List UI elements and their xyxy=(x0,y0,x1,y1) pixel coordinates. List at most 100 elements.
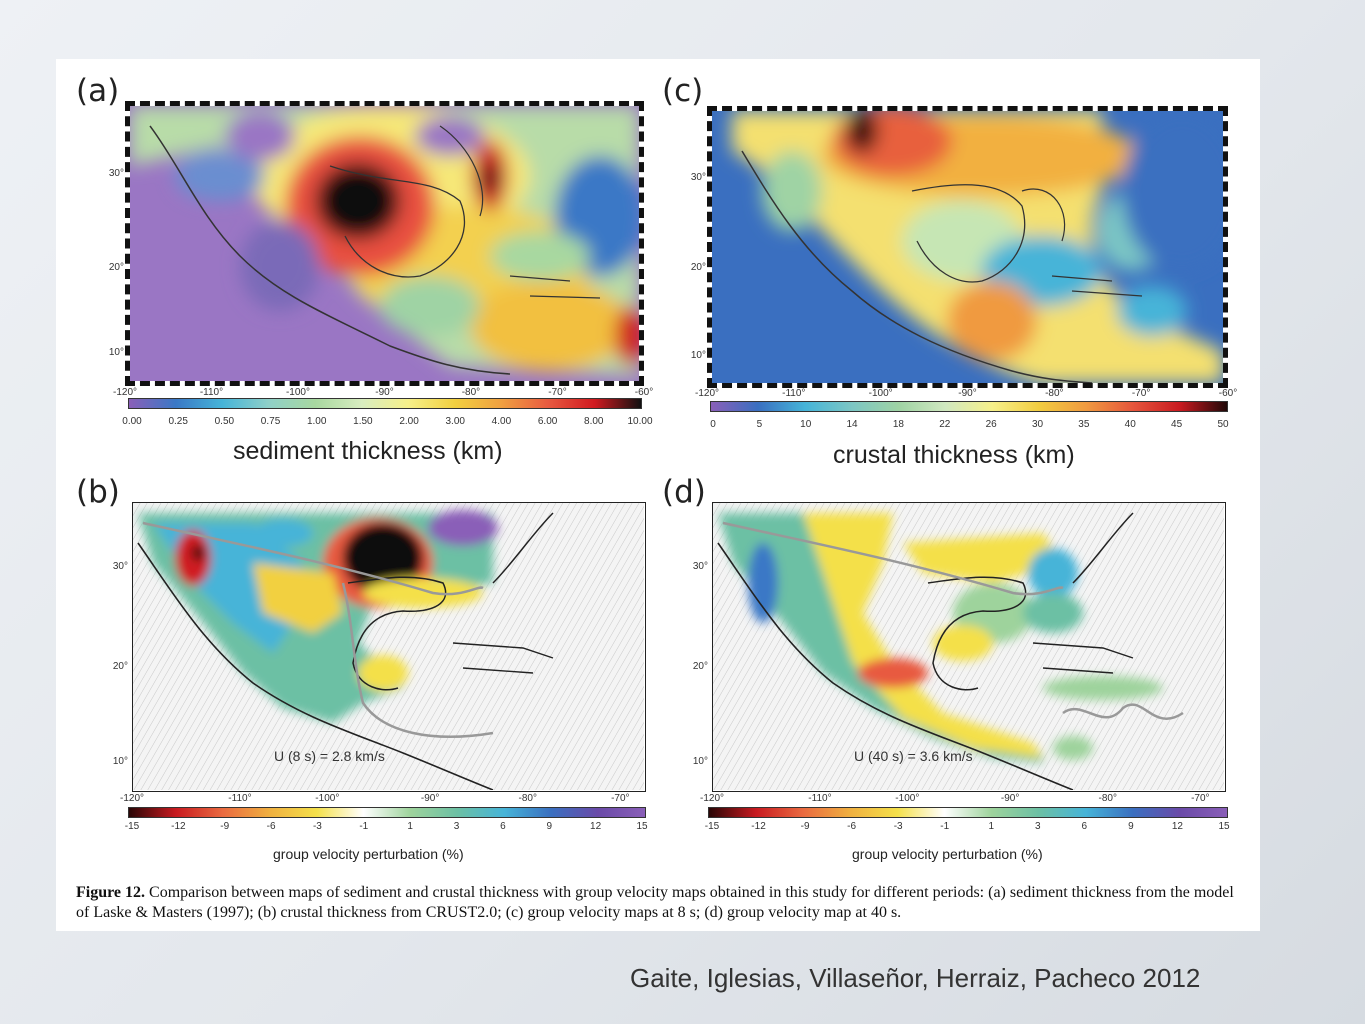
velocity-colorbar-40s-title: group velocity perturbation (%) xyxy=(852,846,1043,862)
lon-tick: -110° xyxy=(228,793,252,804)
cbar-tick: -9 xyxy=(220,821,230,832)
speed-label-40s: U (40 s) = 3.6 km/s xyxy=(854,748,973,764)
velocity-map-8s-graphic xyxy=(133,503,644,790)
sediment-map-graphic xyxy=(130,106,639,381)
cbar-tick: -15 xyxy=(124,821,140,832)
cbar-tick: 35 xyxy=(1078,419,1090,430)
lat-tick: 20° xyxy=(108,262,124,273)
cbar-tick: 45 xyxy=(1171,419,1183,430)
cbar-tick: -6 xyxy=(847,821,857,832)
cbar-tick: 12 xyxy=(1171,821,1183,832)
lat-tick: 10° xyxy=(108,347,124,358)
lon-tick: -80° xyxy=(518,793,537,804)
cbar-tick: 1.50 xyxy=(353,416,373,427)
cbar-tick: 5 xyxy=(756,419,763,430)
cbar-tick: 50 xyxy=(1217,419,1229,430)
lon-tick: -70° xyxy=(548,387,567,398)
lon-tick: -100° xyxy=(868,388,893,399)
lat-tick: 10° xyxy=(112,756,128,767)
cbar-tick: 0.00 xyxy=(122,416,142,427)
lon-tick: -110° xyxy=(808,793,832,804)
cbar-tick: 0.25 xyxy=(168,416,188,427)
lat-tick: 20° xyxy=(112,661,128,672)
cbar-tick: 14 xyxy=(846,419,858,430)
lat-tick: 20° xyxy=(692,661,708,672)
lat-tick: 30° xyxy=(108,168,124,179)
cbar-tick: 1 xyxy=(407,821,413,832)
figure-caption-label: Figure 12. xyxy=(76,884,146,901)
velocity-map-40s-graphic xyxy=(713,503,1224,790)
cbar-tick: 15 xyxy=(1218,821,1230,832)
cbar-tick: 30 xyxy=(1031,419,1044,430)
cbar-tick: 3.00 xyxy=(445,416,465,427)
velocity-colorbar-40s xyxy=(708,807,1228,818)
velocity-colorbar-40s-ticks: -15 -12 -9 -6 -3 -1 1 3 6 9 12 15 xyxy=(705,821,1230,835)
lon-tick: -80° xyxy=(461,387,481,398)
cbar-tick: -12 xyxy=(751,821,766,832)
panel-a-lat-ticks: 30° 20° 10° xyxy=(96,101,124,381)
panel-d-label: (d) xyxy=(662,474,706,510)
lon-tick: -120° xyxy=(699,793,725,804)
cbar-tick: 10.00 xyxy=(627,416,653,427)
speed-label-8s: U (8 s) = 2.8 km/s xyxy=(274,748,385,764)
cbar-tick: 3 xyxy=(453,821,460,832)
panel-d-lat-ticks: 30° 20° 10° xyxy=(680,501,708,791)
cbar-tick: -6 xyxy=(266,821,276,832)
cbar-tick: 40 xyxy=(1124,419,1136,430)
cbar-tick: 6 xyxy=(500,821,506,832)
lon-tick: -70° xyxy=(1131,388,1151,399)
cbar-tick: -3 xyxy=(893,821,903,832)
cbar-tick: 9 xyxy=(1128,821,1134,832)
figure-12: (a) 30° 20° 10° xyxy=(56,59,1260,931)
lon-tick: -70° xyxy=(1191,793,1210,804)
cbar-tick: -12 xyxy=(171,821,186,832)
sediment-colorbar-title: sediment thickness (km) xyxy=(233,437,503,465)
cbar-tick: 2.00 xyxy=(399,416,419,427)
cbar-tick: 26 xyxy=(985,419,997,430)
cbar-tick: 0.75 xyxy=(260,416,281,427)
figure-caption-text: Comparison between maps of sediment and … xyxy=(76,884,1234,921)
cbar-tick: 3 xyxy=(1035,821,1041,832)
panel-b-lat-ticks: 30° 20° 10° xyxy=(100,501,128,791)
panel-d-lon-ticks: -120° -110° -100° -90° -80° -70° xyxy=(700,793,1226,807)
lat-tick: 10° xyxy=(692,756,708,767)
lon-tick: -70° xyxy=(611,793,630,804)
cbar-tick: 1 xyxy=(988,821,995,832)
cbar-tick: 6.00 xyxy=(537,416,558,427)
panel-a-lon-ticks: -120° -110° -100° -90° -80° -70° -60° xyxy=(113,387,653,401)
panel-b-label: (b) xyxy=(76,474,120,510)
crustal-colorbar-ticks: 0 5 10 14 18 22 26 30 35 40 45 50 xyxy=(710,419,1228,433)
crustal-thickness-map xyxy=(707,106,1228,388)
lon-tick: -100° xyxy=(895,793,920,804)
cbar-tick: 15 xyxy=(636,821,648,832)
lon-tick: -110° xyxy=(199,387,224,398)
panel-a-label: (a) xyxy=(76,73,120,109)
cbar-tick: 0.50 xyxy=(214,416,235,427)
sediment-colorbar-ticks: 0.00 0.25 0.50 0.75 1.00 1.50 2.00 3.00 … xyxy=(122,416,652,430)
cbar-tick: 0 xyxy=(710,419,716,430)
lon-tick: -90° xyxy=(958,388,977,399)
cbar-tick: -1 xyxy=(940,821,950,832)
cbar-tick: 4.00 xyxy=(491,416,512,427)
cbar-tick: -1 xyxy=(359,821,369,832)
cbar-tick: 8.00 xyxy=(584,416,604,427)
lat-tick: 20° xyxy=(690,262,706,273)
lon-tick: -60° xyxy=(1218,388,1238,399)
crustal-colorbar xyxy=(710,401,1228,412)
lat-tick: 30° xyxy=(692,561,708,572)
panel-b-lon-ticks: -120° -110° -100° -90° -80° -70° xyxy=(120,793,646,807)
velocity-map-8s xyxy=(132,502,646,792)
cbar-tick: 18 xyxy=(892,419,904,430)
panel-c-lon-ticks: -120° -110° -100° -90° -80° -70° -60° xyxy=(695,388,1237,402)
cbar-tick: 1.00 xyxy=(306,416,327,427)
lon-tick: -100° xyxy=(315,793,340,804)
cbar-tick: 6 xyxy=(1081,821,1088,832)
cbar-tick: 9 xyxy=(546,821,552,832)
cbar-tick: 22 xyxy=(939,419,951,430)
velocity-colorbar-8s-ticks: -15 -12 -9 -6 -3 -1 1 3 6 9 12 15 xyxy=(125,821,648,835)
lat-tick: 10° xyxy=(690,350,706,361)
cbar-tick: -15 xyxy=(704,821,720,832)
lat-tick: 30° xyxy=(112,561,128,572)
crustal-map-graphic xyxy=(712,111,1223,383)
panel-c-lat-ticks: 30° 20° 10° xyxy=(676,106,706,386)
